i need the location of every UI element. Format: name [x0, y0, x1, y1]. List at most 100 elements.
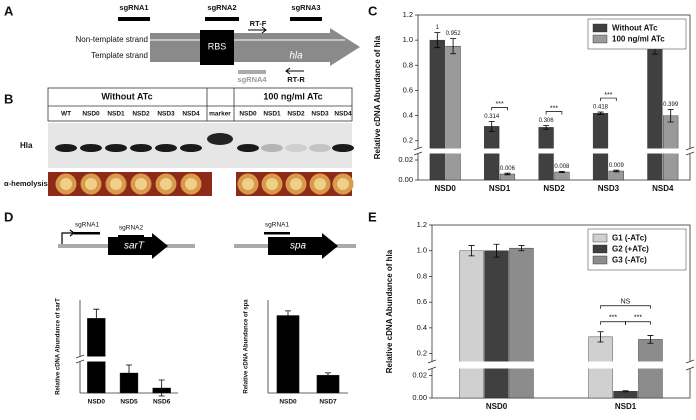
x-tick-label: NSD1: [615, 402, 637, 411]
error-bar: [158, 379, 165, 397]
error-bar: [450, 38, 457, 55]
bar: [647, 46, 663, 181]
plot-frame: [417, 14, 691, 181]
bar: [663, 115, 679, 181]
lane-table: [47, 87, 353, 122]
bar: [87, 318, 106, 394]
error-bar: [543, 125, 550, 130]
bar: [538, 127, 554, 181]
sgrna-label: sgRNA3: [291, 3, 320, 12]
colony: [135, 178, 147, 190]
y-tick-label: 0.6: [403, 85, 413, 94]
lane-label: NSD0: [239, 111, 257, 118]
blot-band: [130, 144, 152, 152]
bar: [592, 113, 609, 181]
blot-band: [285, 144, 307, 152]
promoter-arrow: [61, 229, 75, 246]
gene-arrow: [268, 233, 338, 259]
colony: [266, 178, 278, 190]
rbs-box: [200, 30, 234, 65]
sgrna-bar: [205, 17, 239, 21]
error-bar: [468, 245, 475, 257]
error-bar: [488, 120, 495, 132]
marker-band: [207, 133, 233, 145]
axis-break: [428, 361, 694, 369]
colony: [337, 178, 349, 190]
error-bar: [622, 390, 629, 393]
blot-band: [105, 144, 127, 152]
x-tick-label: NSD3: [598, 184, 620, 193]
error-bar: [518, 245, 525, 252]
significance-bracket: [545, 111, 563, 115]
y-tick-label: 1.0: [417, 246, 427, 255]
colony: [85, 178, 97, 190]
primer-arrow: [248, 26, 267, 34]
y-axis-label: Relative cDNA Abundance of hla: [385, 249, 394, 373]
error-bar: [126, 364, 132, 382]
significance-label: ***: [634, 315, 642, 322]
y-tick-label: 0.2: [417, 349, 427, 358]
y-tick-label: 0.00: [412, 393, 427, 402]
legend-swatch: [592, 255, 608, 265]
break-mark: [413, 146, 423, 156]
error-bar: [558, 171, 565, 173]
primer-arrow: [285, 67, 304, 75]
value-label: 0.314: [484, 114, 500, 120]
gene-label: spa: [290, 241, 307, 252]
sgrna-bar: [264, 232, 290, 235]
x-tick-label: NSD0: [486, 402, 508, 411]
bar: [509, 247, 534, 399]
legend-label: G2 (+ATc): [612, 245, 649, 254]
gene-diagram-a: RBS hla Non-template strand Template str…: [76, 3, 360, 84]
significance-label: ***: [604, 92, 612, 99]
row-label: α-hemolysis: [4, 179, 48, 188]
break-mark: [75, 354, 85, 364]
y-tick-label: 0.8: [403, 60, 413, 69]
error-bar: [493, 243, 500, 258]
error-bar: [325, 372, 331, 378]
gene-arrow: [108, 233, 168, 259]
y-tick-label: 0.4: [403, 111, 413, 120]
bar: [459, 250, 484, 399]
gene-diagram-d: sarT sgRNA1 sgRNA2 spa sgRNA1: [58, 222, 356, 259]
value-label: 0.009: [609, 163, 625, 169]
significance-label: NS: [621, 299, 631, 306]
significance-label: ***: [496, 101, 504, 108]
sgrna-bar: [118, 17, 150, 21]
colony: [160, 178, 172, 190]
y-tick-label: 0.00: [398, 175, 413, 184]
lane-label: WT: [61, 111, 71, 118]
bar: [445, 45, 461, 181]
blot-band: [237, 144, 259, 152]
x-tick-label: NSD7: [319, 399, 337, 406]
error-bar: [285, 310, 291, 321]
x-tick-label: NSD2: [543, 184, 565, 193]
colony: [290, 178, 302, 190]
y-tick-label: 0.8: [417, 271, 427, 280]
blot-band: [55, 144, 77, 152]
axis-break: [76, 356, 182, 362]
error-bar: [667, 109, 674, 123]
significance-label: ***: [550, 105, 558, 112]
blot-band: [309, 144, 331, 152]
blot-band: [80, 144, 102, 152]
y-tick-label: 1.2: [403, 10, 413, 19]
y-tick-label: 0.2: [403, 136, 413, 145]
significance-bracket: [491, 107, 508, 111]
gene-arrow: [150, 28, 360, 66]
y-tick-label: 1.2: [417, 220, 427, 229]
value-label: 1: [436, 25, 440, 31]
value-label: 0.399: [663, 102, 679, 108]
value-label: 0.006: [500, 166, 516, 172]
error-bar: [597, 111, 604, 115]
bar: [276, 315, 300, 394]
y-axis-label: Relative cDNA Abundance of sarT: [56, 298, 62, 395]
gene-label: hla: [289, 51, 303, 62]
lane-label: NSD1: [263, 111, 281, 118]
bar: [429, 39, 445, 181]
sgrna-bar: [290, 17, 322, 21]
significance-bracket: [625, 321, 651, 325]
legend-label: G3 (-ATc): [612, 256, 647, 265]
legend-swatch: [592, 34, 608, 44]
